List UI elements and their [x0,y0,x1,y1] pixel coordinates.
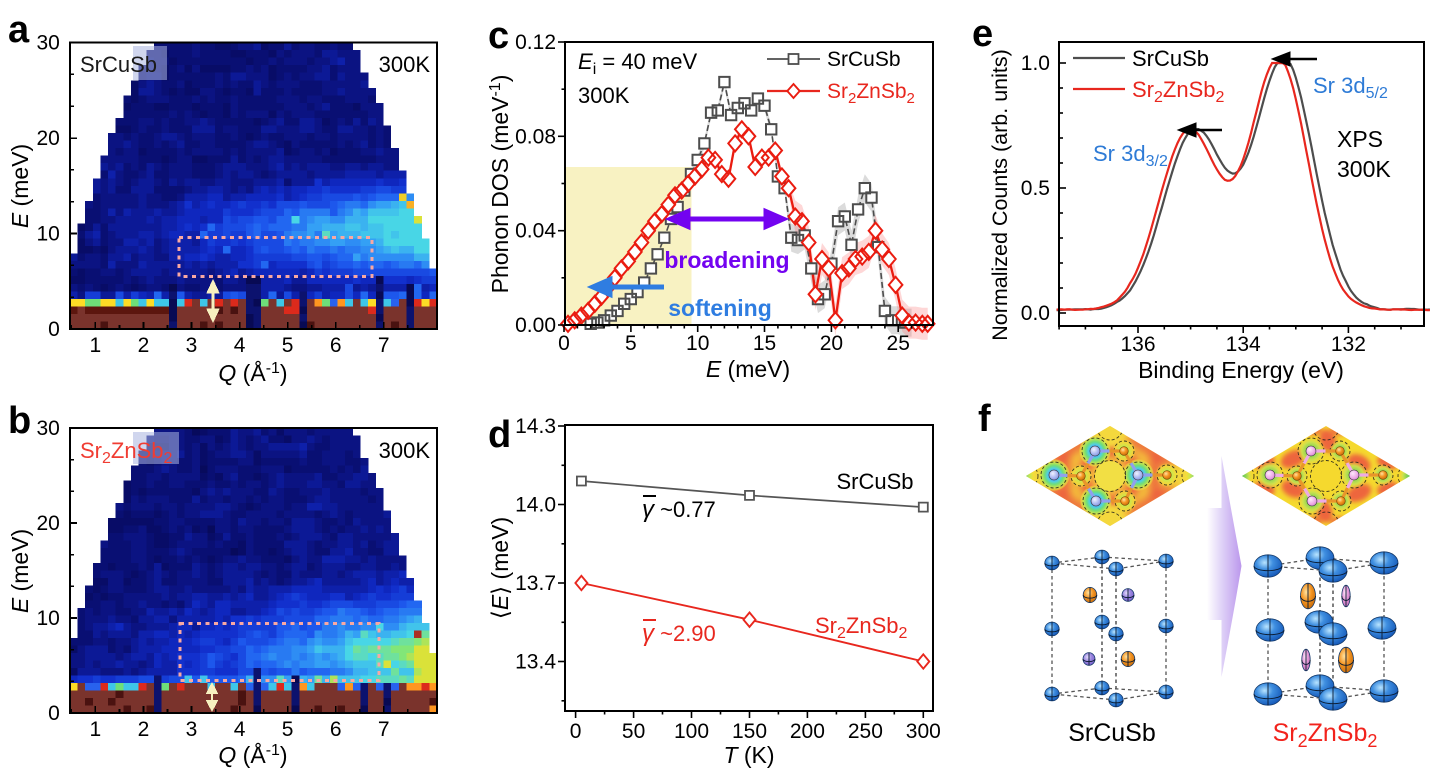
svg-text:⟨E⟩ (meV): ⟨E⟩ (meV) [487,517,513,619]
svg-text:Sr 3d5/2: Sr 3d5/2 [1313,73,1388,102]
svg-text:0: 0 [48,318,60,341]
svg-text:20: 20 [36,512,59,535]
svg-text:softening: softening [668,295,772,321]
svg-text:300K: 300K [379,438,431,463]
svg-text:E (meV): E (meV) [706,356,790,382]
svg-text:2: 2 [138,718,150,741]
svg-text:14.3: 14.3 [515,415,556,438]
svg-text:20: 20 [820,332,843,355]
svg-text:10: 10 [36,223,59,246]
svg-text:Normalized Counts (arb. units): Normalized Counts (arb. units) [988,49,1012,341]
svg-text:300: 300 [906,720,941,743]
svg-text:14.0: 14.0 [515,494,556,517]
svg-text:γ ~0.77: γ ~0.77 [642,496,716,523]
svg-text:2: 2 [138,334,150,357]
svg-text:30: 30 [36,32,59,55]
svg-text:0.08: 0.08 [515,125,556,148]
svg-text:0.12: 0.12 [515,31,556,54]
svg-text:5: 5 [282,718,294,741]
svg-text:4: 4 [234,334,246,357]
svg-text:250: 250 [848,720,883,743]
svg-text:Ei = 40 meV: Ei = 40 meV [578,49,697,78]
svg-text:SrCuSb: SrCuSb [80,52,157,77]
svg-text:0.5: 0.5 [1021,177,1050,200]
svg-text:132: 132 [1331,333,1366,356]
svg-text:150: 150 [732,720,767,743]
svg-text:b: b [8,400,31,442]
svg-text:1: 1 [90,334,102,357]
svg-text:0: 0 [570,720,582,743]
svg-text:1.0: 1.0 [1021,52,1050,75]
svg-text:E (meV): E (meV) [7,529,33,613]
svg-text:13.4: 13.4 [515,651,556,674]
svg-text:6: 6 [330,718,342,741]
svg-text:SrCuSb: SrCuSb [836,469,913,494]
svg-text:a: a [8,9,30,51]
svg-text:SrCuSb: SrCuSb [1132,46,1209,71]
svg-text:3: 3 [186,718,198,741]
svg-text:200: 200 [790,720,825,743]
svg-text:d: d [488,414,511,456]
svg-text:30: 30 [36,417,59,440]
svg-text:4: 4 [234,718,246,741]
svg-text:Sr2ZnSb2: Sr2ZnSb2 [827,80,915,107]
svg-text:10: 10 [36,607,59,630]
svg-text:300K: 300K [1337,156,1391,182]
svg-text:136: 136 [1120,333,1155,356]
svg-text:0: 0 [558,332,570,355]
svg-text:6: 6 [330,334,342,357]
svg-text:c: c [488,15,509,57]
svg-text:5: 5 [625,332,637,355]
svg-text:broadening: broadening [664,247,789,273]
svg-text:15: 15 [753,332,776,355]
svg-text:25: 25 [887,332,910,355]
svg-text:0.0: 0.0 [1021,302,1050,325]
svg-text:Sr2ZnSb2: Sr2ZnSb2 [80,438,173,467]
svg-text:γ ~2.90: γ ~2.90 [642,620,716,647]
svg-text:3: 3 [186,334,198,357]
svg-text:Sr2ZnSb2: Sr2ZnSb2 [815,613,908,642]
svg-text:Q (Å-1): Q (Å-1) [218,741,287,768]
svg-text:50: 50 [622,720,645,743]
svg-text:7: 7 [378,718,390,741]
svg-text:SrCuSb: SrCuSb [827,48,901,71]
svg-text:134: 134 [1226,333,1261,356]
svg-text:Phonon DOS (meV-1): Phonon DOS (meV-1) [487,75,513,294]
svg-text:Binding Energy (eV): Binding Energy (eV) [1138,357,1344,383]
svg-text:13.7: 13.7 [515,572,556,595]
svg-text:300K: 300K [578,83,630,108]
svg-text:Sr2ZnSb2: Sr2ZnSb2 [1273,719,1378,751]
svg-text:7: 7 [378,334,390,357]
svg-text:T (K): T (K) [723,742,774,768]
svg-text:Sr2ZnSb2: Sr2ZnSb2 [1132,77,1225,106]
svg-text:f: f [978,398,991,440]
svg-text:300K: 300K [379,52,431,77]
svg-text:5: 5 [282,334,294,357]
svg-text:10: 10 [686,332,709,355]
svg-text:1: 1 [90,718,102,741]
svg-text:SrCuSb: SrCuSb [1068,719,1156,747]
svg-text:100: 100 [674,720,709,743]
svg-text:20: 20 [36,127,59,150]
svg-text:e: e [972,13,993,55]
svg-text:0.04: 0.04 [515,220,556,243]
svg-text:E (meV): E (meV) [7,144,33,228]
svg-text:XPS: XPS [1337,126,1383,152]
svg-text:0: 0 [48,702,60,725]
svg-text:0.00: 0.00 [515,314,556,337]
